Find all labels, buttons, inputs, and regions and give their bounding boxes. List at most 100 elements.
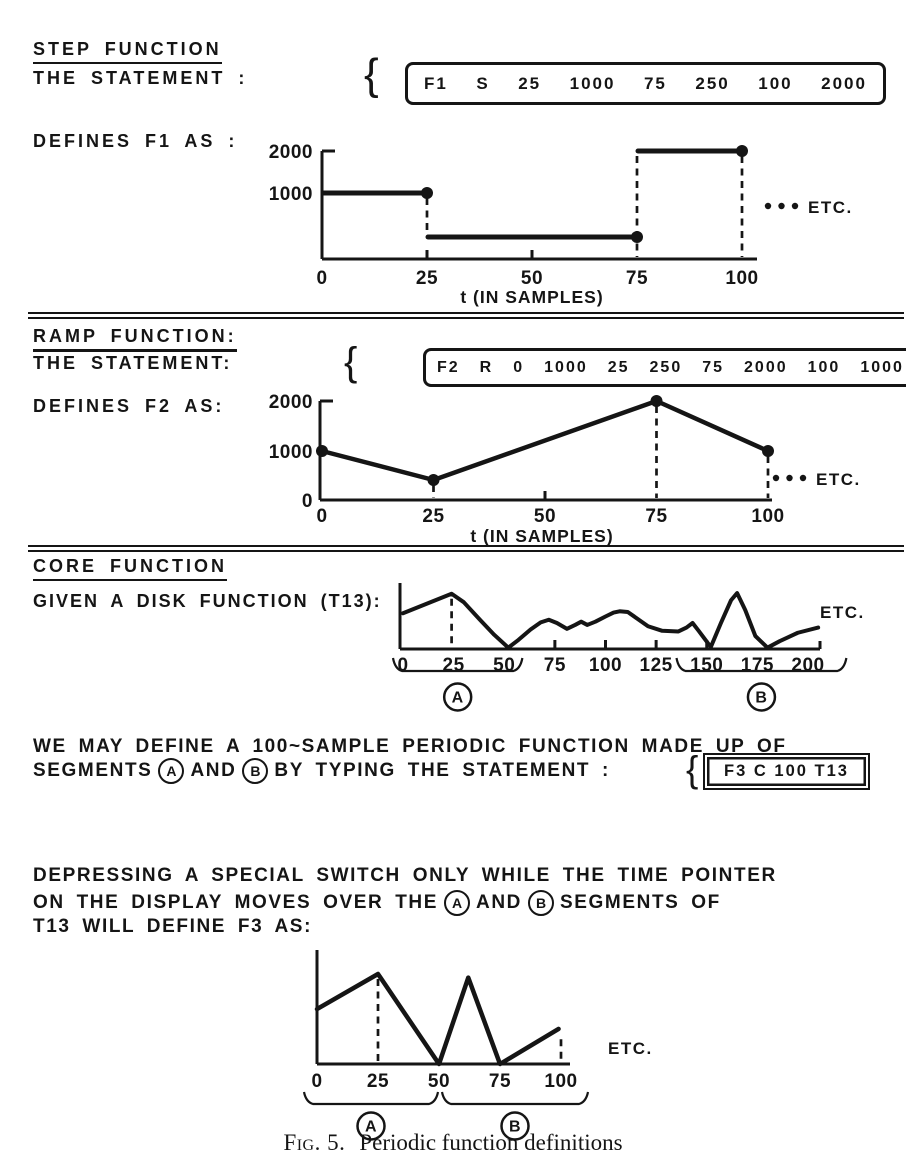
para2-line2-mid: AND	[476, 892, 522, 913]
y-tick-label: 1000	[269, 184, 313, 205]
circled-a-label: A	[158, 758, 185, 784]
segment-label-circle	[442, 682, 473, 712]
figure-caption: Fig. 5. Periodic function definitions	[0, 1130, 906, 1156]
segment-brace	[440, 1091, 590, 1106]
circled-b-label: B	[242, 758, 269, 784]
core-statement-box: F3 C 100 T13	[703, 753, 870, 790]
x-tick-label: 100	[725, 268, 758, 289]
segment-brace	[391, 657, 524, 673]
figure-number-label: Fig. 5.	[283, 1130, 346, 1155]
x-axis-title: t (IN SAMPLES)	[470, 526, 613, 546]
segment-label-letter: A	[365, 1119, 377, 1136]
statement-token: 25	[607, 358, 630, 376]
x-tick-label: 100	[589, 655, 622, 676]
statement-token: 0	[513, 358, 525, 376]
data-point-dot	[650, 395, 663, 407]
statement-token: 75	[643, 73, 667, 93]
x-tick-label: 100	[544, 1071, 577, 1092]
circled-b-label: B	[528, 890, 554, 916]
statement-token: S	[476, 73, 490, 93]
statement-token: 1000	[569, 73, 616, 93]
statement-token-group: F3 C 100 T13	[724, 762, 849, 780]
step-defines-label: DEFINES F1 AS :	[33, 131, 238, 151]
ramp-left-brace: {	[344, 340, 358, 384]
x-axis-title: t (IN SAMPLES)	[460, 287, 603, 307]
para1-line2: SEGMENTS A AND B BY TYPING THE STATEMENT…	[33, 756, 610, 786]
data-point-dot	[316, 445, 328, 457]
etc-dot	[799, 474, 807, 482]
segment-label-circle	[500, 1111, 530, 1141]
step-function-chart: 2000 1000 0 25 50 75 100 t (IN SAMPLES) ETC.	[269, 142, 853, 307]
para1-line2-post: BY TYPING THE STATEMENT :	[274, 760, 610, 781]
etc-dot	[786, 474, 793, 482]
x-tick-label: 200	[791, 655, 824, 676]
x-tick-label: 50	[534, 506, 556, 527]
step-section-title: STEP FUNCTION	[33, 39, 222, 64]
section-divider-rule	[28, 545, 904, 552]
statement-token: R	[479, 358, 494, 376]
x-tick-label: 50	[428, 1071, 450, 1092]
x-tick-label: 75	[626, 268, 648, 289]
x-tick-label: 25	[422, 506, 444, 527]
ramp-function-chart: 2000 1000 00 25 50 75 100 t (IN SAMPLES) ETC.	[269, 392, 861, 546]
x-tick-label: 0	[311, 1071, 322, 1092]
function-curve	[314, 971, 561, 1067]
statement-token: 250	[649, 358, 683, 376]
step-statement-box: F1 S 25 1000 75 250 100 2000	[405, 62, 886, 105]
x-tick-label: 150	[690, 655, 723, 676]
para2-line2-post: SEGMENTS OF	[560, 892, 721, 913]
segment-label-circle	[746, 682, 777, 712]
data-point-dot	[762, 445, 774, 457]
para2-line2-pre: ON THE DISPLAY MOVES OVER THE	[33, 892, 439, 913]
para2-line3: T13 WILL DEFINE F3 AS:	[33, 916, 312, 937]
etc-label: ETC.	[608, 1039, 653, 1058]
x-tick-label: 25	[416, 268, 438, 289]
x-tick-label: 75	[645, 506, 667, 527]
statement-token: F2	[437, 358, 460, 376]
function-curve	[401, 591, 821, 650]
etc-label: ETC.	[808, 198, 853, 217]
section-divider-rule	[28, 312, 904, 319]
segment-brace	[302, 1091, 440, 1106]
step-title-text: STEP FUNCTION	[33, 39, 222, 59]
x-tick-label: 25	[367, 1071, 389, 1092]
statement-token: 75	[702, 358, 725, 376]
etc-dot	[778, 202, 785, 210]
etc-label: ETC.	[816, 470, 861, 489]
step-left-brace: {	[364, 50, 379, 99]
x-tick-label: 0	[316, 268, 327, 289]
x-tick-label: 75	[544, 655, 566, 676]
statement-token: 100	[758, 73, 793, 93]
ramp-section-title: RAMP FUNCTION:	[33, 326, 237, 352]
etc-dot	[764, 202, 772, 210]
x-tick-label: 75	[489, 1071, 511, 1092]
y-tick-label: 2000	[269, 392, 313, 413]
statement-token: 2000	[744, 358, 788, 376]
segment-label-letter: B	[509, 1119, 521, 1136]
x-tick-label: 175	[741, 655, 774, 676]
para1-line1: WE MAY DEFINE A 100~SAMPLE PERIODIC FUNC…	[33, 736, 787, 757]
y-tick-label: 1000	[269, 442, 313, 463]
y-tick-label: 0	[302, 491, 313, 512]
ramp-title-text: RAMP FUNCTION:	[33, 326, 237, 346]
segment-brace	[675, 657, 848, 673]
para2-line1: DEPRESSING A SPECIAL SWITCH ONLY WHILE T…	[33, 865, 777, 886]
statement-token: 100	[807, 358, 841, 376]
core-left-brace: {	[686, 749, 699, 790]
circled-a-label: A	[444, 890, 471, 916]
data-point-dot	[631, 231, 643, 243]
segment-label-letter: A	[452, 690, 464, 707]
statement-token: 250	[695, 73, 730, 93]
function-curve	[319, 398, 771, 483]
statement-token: 1000	[860, 358, 904, 376]
core-section-title: CORE FUNCTION	[33, 556, 227, 581]
y-tick-label: 2000	[269, 142, 313, 163]
f3-function-chart: 0 25 50 75 100 A B ETC.	[302, 950, 653, 1141]
x-tick-label: 0	[397, 655, 408, 676]
para1-line2-mid: AND	[190, 760, 237, 781]
para2-line2: ON THE DISPLAY MOVES OVER THE A AND B SE…	[33, 888, 721, 918]
statement-token: 25	[518, 73, 542, 93]
data-point-dot	[736, 145, 748, 157]
ramp-statement-box: F2 R 0 1000 25 250 75 2000 100 1000	[423, 348, 906, 387]
